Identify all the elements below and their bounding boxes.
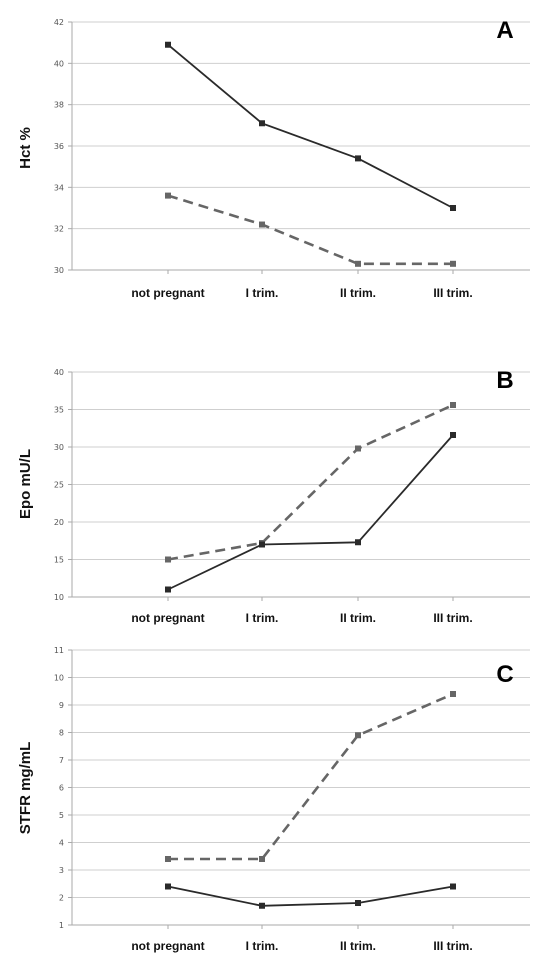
y-tick-label: 40 [54, 59, 64, 68]
y-tick-label: 25 [54, 481, 64, 490]
data-point-marker [165, 41, 171, 48]
y-tick-label: 36 [54, 142, 64, 151]
chart-panel-a: 30 32 34 36 38 40 42 not pregnant I trim. II trim… [17, 17, 530, 300]
data-point-marker [450, 260, 456, 267]
data-point-marker [259, 902, 265, 909]
data-point-marker [259, 120, 265, 127]
y-tick-label: 20 [54, 518, 64, 527]
x-tick-label: I trim. [246, 286, 279, 300]
data-point-marker [259, 541, 265, 548]
dashed-series-line [167, 194, 453, 266]
y-tick-label: 32 [54, 225, 64, 234]
x-tick-label: not pregnant [131, 939, 204, 953]
solid-series-line [167, 44, 454, 209]
x-tick-label: III trim. [433, 611, 472, 625]
x-tick-label: not pregnant [131, 611, 204, 625]
y-tick-label: 40 [54, 368, 64, 377]
x-tick-label: III trim. [433, 939, 472, 953]
x-tick-label: not pregnant [131, 286, 204, 300]
y-tick-label: 9 [59, 701, 64, 710]
data-point-marker [165, 856, 171, 862]
y-tick-label: 30 [54, 266, 64, 275]
y-tick-label: 10 [54, 674, 64, 683]
y-axis-label: STFR mg/mL [17, 742, 34, 835]
y-tick-label: 11 [54, 646, 64, 655]
data-point-marker [259, 856, 265, 862]
y-tick-label: 6 [59, 784, 64, 793]
y-tick-label: 42 [54, 18, 64, 27]
y-tick-label: 4 [59, 839, 64, 848]
data-point-marker [450, 691, 456, 697]
x-tick-label: I trim. [246, 611, 279, 625]
panel-label: C [496, 661, 513, 688]
data-point-marker [355, 732, 361, 739]
x-tick-label: III trim. [433, 286, 472, 300]
panel-label: B [496, 367, 513, 394]
y-tick-label: 1 [59, 921, 64, 930]
chart-panel-b: 10 15 20 25 30 35 40 not pregnant I trim. II trim… [17, 367, 530, 625]
y-tick-label: 3 [59, 866, 64, 875]
y-tick-label: 5 [59, 811, 64, 820]
data-point-marker [450, 432, 456, 438]
data-point-marker [355, 260, 361, 267]
data-point-marker [165, 883, 171, 890]
x-tick-label: I trim. [246, 939, 279, 953]
data-point-marker [165, 192, 171, 199]
x-tick-label: II trim. [340, 286, 376, 300]
data-point-marker [450, 205, 456, 211]
data-point-marker [165, 586, 171, 593]
data-point-marker [450, 883, 456, 890]
data-point-marker [355, 539, 361, 546]
x-tick-label: II trim. [340, 939, 376, 953]
data-point-marker [450, 402, 456, 408]
y-tick-label: 34 [54, 183, 64, 192]
y-tick-label: 8 [59, 729, 64, 738]
panel-label: A [496, 17, 513, 44]
data-point-marker [165, 556, 171, 563]
y-tick-label: 38 [54, 101, 64, 110]
data-point-marker [259, 221, 265, 228]
x-tick-label: II trim. [340, 611, 376, 625]
dashed-series-line [167, 403, 454, 561]
y-tick-label: 15 [54, 556, 64, 565]
y-tick-label: 35 [54, 406, 64, 415]
y-tick-label: 30 [54, 443, 64, 452]
y-tick-label: 2 [59, 894, 64, 903]
chart-panel-c: 1 2 3 4 5 6 7 8 9 10 11 not pregnant I trim. II trim.… [17, 646, 530, 953]
data-point-marker [355, 900, 361, 906]
data-point-marker [355, 445, 361, 452]
y-tick-label: 10 [54, 593, 64, 602]
solid-series-line [167, 885, 454, 907]
data-point-marker [355, 155, 361, 162]
y-axis-label: Epo mU/L [17, 449, 34, 519]
y-axis-label: Hct % [17, 127, 34, 169]
y-tick-label: 7 [59, 756, 64, 765]
solid-series-line [167, 434, 454, 591]
dashed-series-line [168, 692, 454, 861]
